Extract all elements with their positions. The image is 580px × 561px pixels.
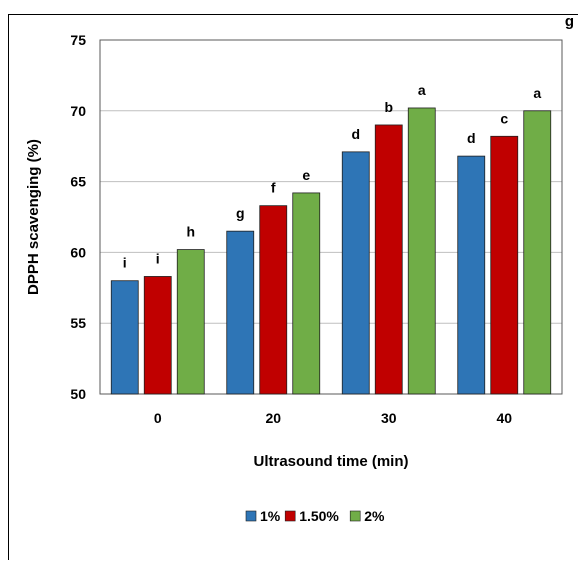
data-label: g (236, 205, 245, 221)
y-tick-label: 50 (70, 386, 86, 402)
legend: 1% 1.50% 2% (245, 508, 385, 524)
data-label: a (533, 85, 541, 101)
data-labels: i i h g f e d b a d c a (123, 82, 542, 271)
x-tick-label: 20 (265, 410, 281, 426)
bar (341, 151, 370, 395)
bar (490, 135, 519, 395)
legend-label: 2% (364, 508, 385, 524)
bar (226, 230, 255, 395)
plot-area-border (99, 39, 563, 395)
data-label: f (271, 180, 276, 196)
bar (407, 107, 436, 395)
legend-swatch (284, 510, 296, 522)
bar (374, 124, 403, 395)
y-tick-label: 70 (70, 103, 86, 119)
x-axis-title: Ultrasound time (min) (253, 453, 408, 470)
bar (143, 276, 172, 395)
data-label: d (351, 126, 360, 142)
y-axis-title: DPPH scavenging (%) (25, 139, 42, 295)
x-tick-label: 30 (381, 410, 397, 426)
data-label: h (186, 224, 195, 240)
bar (259, 205, 288, 395)
corner-text: g (564, 13, 574, 30)
x-tick-label: 0 (154, 410, 162, 426)
bar (176, 249, 205, 395)
y-axis-ticks: 50 55 60 65 70 75 (70, 32, 86, 402)
legend-swatch (245, 510, 257, 522)
bars (110, 107, 552, 395)
y-tick-label: 60 (70, 244, 86, 260)
data-label: d (467, 130, 476, 146)
legend-label: 1.50% (299, 508, 339, 524)
bar (457, 155, 486, 395)
data-label: e (302, 167, 310, 183)
data-label: a (418, 82, 426, 98)
legend-label: 1% (260, 508, 281, 524)
data-label: i (123, 255, 127, 271)
bar (110, 280, 139, 395)
x-tick-label: 40 (496, 410, 512, 426)
y-tick-label: 55 (70, 315, 86, 331)
x-axis-ticks: 0 20 30 40 (154, 410, 512, 426)
figure-frame: g (8, 13, 578, 560)
data-label: b (384, 99, 393, 115)
bar (523, 110, 552, 395)
legend-swatch (349, 510, 361, 522)
data-label: i (156, 250, 160, 266)
y-tick-label: 75 (70, 32, 86, 48)
y-tick-label: 65 (70, 174, 86, 190)
bar (292, 192, 321, 395)
data-label: c (500, 110, 508, 126)
